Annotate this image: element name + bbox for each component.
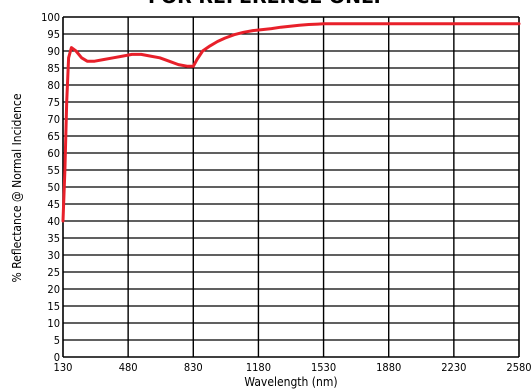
y-tick-label: 90 [47,45,60,58]
y-tick-label: 30 [47,249,60,262]
y-axis-label: % Reflectance @ Normal Incidence [10,93,24,282]
y-tick-label: 80 [47,79,60,92]
y-tick-label: 100 [41,11,60,24]
y-tick-label: 95 [47,28,60,41]
x-tick-label: 1180 [246,361,271,374]
y-tick-label: 25 [47,266,60,279]
y-tick-label: 20 [47,283,60,296]
y-tick-label: 40 [47,215,60,228]
y-tick-label: 45 [47,198,60,211]
x-tick-label: 1530 [311,361,336,374]
y-tick-label: 0 [54,351,60,364]
y-tick-label: 85 [47,62,60,75]
y-tick-label: 70 [47,113,60,126]
y-tick-label: 65 [47,130,60,143]
x-tick-label: 480 [119,361,138,374]
x-tick-label: 2580 [506,361,531,374]
reflectance-series-line [61,22,521,223]
y-tick-label: 35 [47,232,60,245]
x-tick-label: 2230 [441,361,466,374]
y-tick-label: 60 [47,147,60,160]
y-tick-label: 5 [54,334,60,347]
y-tick-label: 10 [47,317,60,330]
series-layer [61,22,521,223]
tick-labels: 130 480 830 1180 1530 1880 2230 2580 0 5 10 15 20 25 3… [41,11,531,374]
chart-title: FOR REFERENCE ONLY [148,0,384,8]
y-tick-label: 75 [47,96,60,109]
x-tick-label: 830 [184,361,203,374]
x-tick-label: 130 [54,361,73,374]
y-tick-label: 55 [47,164,60,177]
grid [62,16,520,358]
x-axis-label: Wavelength (nm) [244,375,337,389]
x-tick-label: 1880 [376,361,401,374]
y-tick-label: 50 [47,181,60,194]
y-tick-label: 15 [47,300,60,313]
